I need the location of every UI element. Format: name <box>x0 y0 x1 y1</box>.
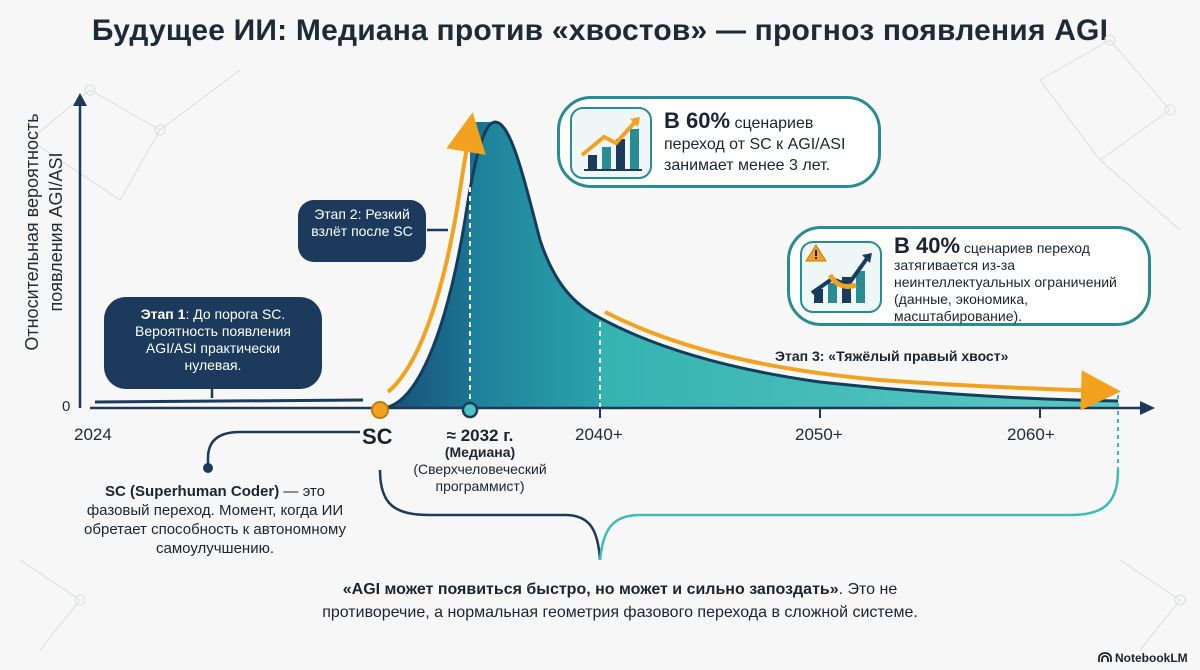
stage1-text: : До порога SC. Вероятность появления AG… <box>135 306 291 373</box>
median-caption: (Медиана) <box>444 444 516 460</box>
y-axis-label-line2: появления AGI/ASI <box>46 152 66 312</box>
stage3-arrow <box>604 310 1121 411</box>
distribution-curve <box>382 120 1119 410</box>
notebooklm-icon <box>1098 652 1112 662</box>
background-network <box>19 34 1186 651</box>
stage2-bubble: Этап 2: Резкий взлёт после SC <box>298 200 426 262</box>
quote-bold: «AGI может появиться быстро, но может и … <box>342 581 839 598</box>
stage2-arrow <box>386 112 486 394</box>
tick-2040: 2040+ <box>575 425 623 444</box>
callout-40-rest: сценариев переход затягивается из-за неи… <box>894 240 1117 324</box>
brand-logo: NotebookLM <box>1098 651 1188 665</box>
sc-desc-rest: — это фазовый переход. Момент, когда ИИ … <box>84 483 346 557</box>
tick-2050: 2050+ <box>795 425 843 444</box>
stage1-bubble: Этап 1: До порога SC. Вероятность появле… <box>104 297 322 389</box>
median-label: ≈ 2032 г. (Медиана) (Сверхчеловеческий п… <box>395 427 565 495</box>
callout-40-percent: В 40% <box>894 233 961 258</box>
y-axis-label-line1: Относительная вероятность <box>22 113 42 351</box>
tick-2024: 2024 <box>74 425 112 444</box>
sc-connector-dot <box>203 463 213 473</box>
callout-60-text: В 60% сценариев переход от SC к AGI/ASI … <box>664 110 874 176</box>
quote-rest: . Это не противоречие, а нормальная геом… <box>322 581 918 621</box>
y-axis-arrow <box>73 93 87 106</box>
sc-desc-bold: SC (Superhuman Coder) <box>105 483 280 500</box>
callout-60-rest: сценариев переход от SC к AGI/ASI занима… <box>664 115 846 174</box>
median-year: ≈ 2032 г. <box>446 426 514 445</box>
baseline-stage1 <box>94 398 364 404</box>
x-axis-arrow <box>1140 401 1155 415</box>
callout-40: В 40% сценариев переход затягивается из-… <box>787 226 1151 326</box>
sc-connector <box>206 430 360 466</box>
page-title: Будущее ИИ: Медиана против «хвостов» — п… <box>91 14 1109 47</box>
bottom-quote: «AGI может появиться быстро, но может и … <box>300 578 940 624</box>
callout-60: В 60% сценариев переход от SC к AGI/ASI … <box>557 96 881 188</box>
y-axis-label: Относительная вероятность появления AGI/… <box>20 92 68 372</box>
tick-2060: 2060+ <box>1007 425 1055 444</box>
stage3-label: Этап 3: «Тяжёлый правый хвост» <box>775 348 1009 364</box>
callout-40-text: В 40% сценариев переход затягивается из-… <box>894 235 1144 325</box>
sc-marker-dot <box>371 401 389 419</box>
brand-name: NotebookLM <box>1115 651 1188 665</box>
area-mid <box>470 122 600 408</box>
brace-right <box>598 469 1120 561</box>
growth-chart-icon <box>570 107 652 184</box>
area-dark-fill <box>383 148 478 408</box>
sc-description: SC (Superhuman Coder) — это фазовый пере… <box>80 482 350 558</box>
sc-label: SC <box>362 424 393 449</box>
callout-60-percent: В 60% <box>664 108 731 133</box>
median-marker-dot <box>461 401 479 419</box>
median-note: (Сверхчеловеческий программист) <box>413 461 547 494</box>
brace-left <box>378 469 602 561</box>
y-axis-zero: 0 <box>62 398 71 415</box>
area-light <box>600 318 1118 408</box>
stage1-label: Этап 1 <box>140 306 186 322</box>
warning-chart-icon <box>800 241 882 318</box>
